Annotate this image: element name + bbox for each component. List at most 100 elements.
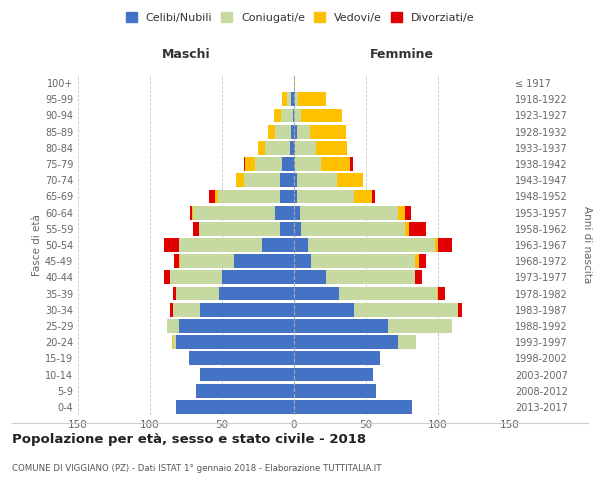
Bar bbox=[236, 174, 244, 187]
Bar bbox=[350, 157, 353, 171]
Bar bbox=[435, 238, 438, 252]
Y-axis label: Anni di nascita: Anni di nascita bbox=[581, 206, 592, 284]
Bar bbox=[310, 125, 346, 138]
Bar bbox=[244, 174, 280, 187]
Text: COMUNE DI VIGGIANO (PZ) - Dati ISTAT 1° gennaio 2018 - Elaborazione TUTTITALIA.I: COMUNE DI VIGGIANO (PZ) - Dati ISTAT 1° … bbox=[12, 464, 382, 473]
Bar bbox=[326, 270, 415, 284]
Bar bbox=[193, 206, 275, 220]
Bar bbox=[215, 190, 218, 203]
Bar bbox=[200, 303, 294, 316]
Bar bbox=[291, 125, 294, 138]
Bar bbox=[294, 206, 300, 220]
Bar bbox=[355, 303, 458, 316]
Bar bbox=[222, 270, 294, 284]
Bar bbox=[458, 303, 463, 316]
Text: Femmine: Femmine bbox=[370, 48, 434, 62]
Bar bbox=[209, 190, 215, 203]
Bar bbox=[274, 108, 281, 122]
Bar bbox=[170, 303, 173, 316]
Bar bbox=[294, 270, 326, 284]
Bar bbox=[280, 190, 294, 203]
Bar bbox=[275, 125, 291, 138]
Bar bbox=[308, 238, 435, 252]
Bar bbox=[193, 222, 199, 235]
Bar bbox=[294, 254, 311, 268]
Bar bbox=[280, 174, 294, 187]
Bar bbox=[192, 206, 193, 220]
Bar bbox=[294, 384, 376, 398]
Bar bbox=[294, 368, 373, 382]
Bar bbox=[190, 206, 192, 220]
Bar bbox=[172, 336, 173, 349]
Bar bbox=[438, 238, 452, 252]
Bar bbox=[176, 400, 294, 414]
Bar bbox=[405, 206, 410, 220]
Bar bbox=[294, 222, 301, 235]
Bar bbox=[398, 336, 416, 349]
Bar bbox=[398, 206, 405, 220]
Y-axis label: Fasce di età: Fasce di età bbox=[32, 214, 42, 276]
Bar bbox=[294, 238, 308, 252]
Bar bbox=[372, 190, 374, 203]
Bar bbox=[176, 336, 294, 349]
Bar bbox=[297, 174, 337, 187]
Bar bbox=[437, 286, 438, 300]
Bar bbox=[415, 270, 422, 284]
Bar bbox=[316, 141, 347, 154]
Bar bbox=[173, 286, 176, 300]
Bar bbox=[294, 174, 297, 187]
Bar bbox=[294, 352, 380, 365]
Bar bbox=[199, 222, 280, 235]
Bar bbox=[300, 206, 398, 220]
Bar bbox=[179, 254, 180, 268]
Bar bbox=[164, 238, 179, 252]
Bar bbox=[218, 190, 280, 203]
Bar bbox=[294, 92, 295, 106]
Bar bbox=[176, 286, 219, 300]
Bar bbox=[294, 400, 412, 414]
Text: Popolazione per età, sesso e stato civile - 2018: Popolazione per età, sesso e stato civil… bbox=[12, 432, 366, 446]
Bar bbox=[322, 157, 350, 171]
Bar bbox=[170, 270, 222, 284]
Bar bbox=[189, 352, 294, 365]
Bar bbox=[419, 254, 427, 268]
Bar bbox=[180, 254, 233, 268]
Bar bbox=[294, 336, 398, 349]
Text: Maschi: Maschi bbox=[161, 48, 211, 62]
Bar bbox=[291, 92, 294, 106]
Bar bbox=[233, 254, 294, 268]
Bar bbox=[294, 303, 355, 316]
Bar bbox=[173, 336, 176, 349]
Bar bbox=[415, 254, 419, 268]
Bar bbox=[283, 92, 287, 106]
Bar bbox=[258, 141, 265, 154]
Bar bbox=[438, 286, 445, 300]
Bar bbox=[298, 92, 326, 106]
Bar bbox=[196, 384, 294, 398]
Bar bbox=[287, 92, 291, 106]
Bar bbox=[281, 108, 293, 122]
Bar bbox=[301, 222, 405, 235]
Bar bbox=[295, 157, 322, 171]
Bar bbox=[173, 303, 200, 316]
Bar bbox=[294, 108, 301, 122]
Bar bbox=[294, 125, 297, 138]
Bar bbox=[290, 141, 294, 154]
Bar bbox=[293, 108, 294, 122]
Bar bbox=[405, 222, 409, 235]
Bar bbox=[295, 92, 298, 106]
Bar bbox=[294, 141, 295, 154]
Bar bbox=[245, 157, 255, 171]
Bar bbox=[179, 238, 262, 252]
Bar bbox=[311, 254, 415, 268]
Bar bbox=[294, 319, 388, 333]
Bar bbox=[219, 286, 294, 300]
Bar bbox=[179, 319, 294, 333]
Bar bbox=[294, 286, 338, 300]
Bar bbox=[200, 368, 294, 382]
Bar bbox=[294, 190, 297, 203]
Bar bbox=[175, 254, 179, 268]
Bar bbox=[388, 319, 452, 333]
Bar bbox=[275, 206, 294, 220]
Bar bbox=[167, 319, 179, 333]
